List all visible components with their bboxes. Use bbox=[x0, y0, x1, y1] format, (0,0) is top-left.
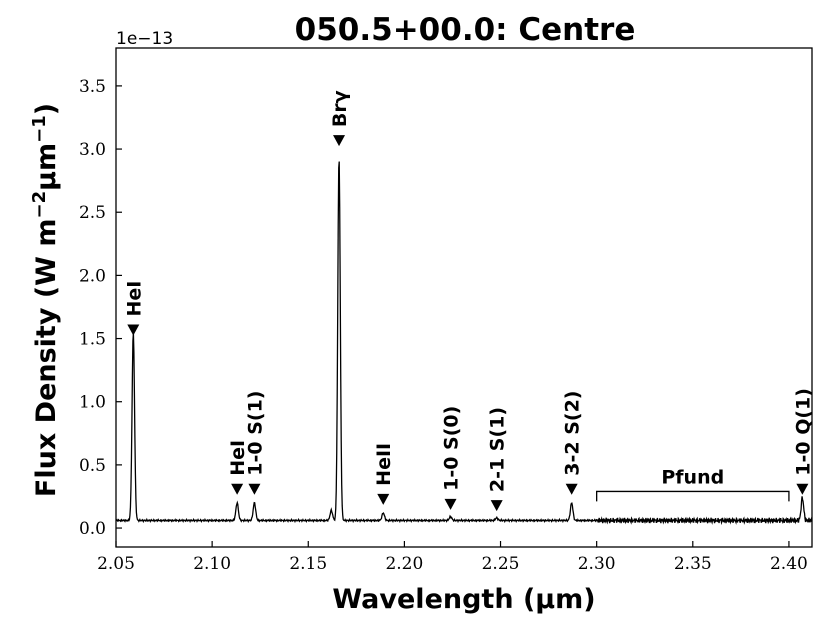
y-axis-label: Flux Density (W m−2μm−1) bbox=[29, 103, 63, 497]
x-tick-label: 2.20 bbox=[385, 554, 423, 574]
annotation-label: HeI bbox=[123, 281, 145, 317]
bracket-label: Pfund bbox=[661, 466, 724, 488]
y-tick-label: 1.0 bbox=[79, 393, 106, 413]
annotation-marker bbox=[333, 135, 346, 147]
annotation-label: 2-1 S(1) bbox=[487, 407, 509, 492]
annotation-label: 1-0 Q(1) bbox=[792, 388, 814, 476]
y-tick-label: 0.5 bbox=[79, 456, 106, 476]
x-tick-label: 2.10 bbox=[193, 554, 231, 574]
annotation-marker bbox=[231, 483, 244, 495]
spectrum-line bbox=[115, 161, 813, 526]
annotation-label: 1-0 S(1) bbox=[244, 391, 266, 476]
annotation-marker bbox=[565, 483, 578, 495]
x-tick-label: 2.35 bbox=[674, 554, 712, 574]
pfund-bracket: Pfund bbox=[596, 466, 790, 502]
y-tick-label: 2.0 bbox=[79, 266, 106, 286]
x-tick-label: 2.40 bbox=[770, 554, 808, 574]
bracket-line bbox=[596, 490, 790, 502]
annotation-label: HeI bbox=[227, 440, 249, 476]
line-annotation: Brγ bbox=[329, 90, 351, 147]
annotation-label: 1-0 S(0) bbox=[441, 406, 463, 491]
y-tick-label: 1.5 bbox=[79, 330, 106, 350]
annotation-marker bbox=[248, 483, 261, 495]
y-tick-label: 3.5 bbox=[79, 77, 106, 97]
y-tick-label: 2.5 bbox=[79, 203, 106, 223]
line-annotation: 1-0 S(1) bbox=[244, 391, 266, 495]
y-axis-offset-label: 1e−13 bbox=[116, 29, 173, 49]
annotation-marker bbox=[377, 493, 390, 505]
chart-title: 050.5+00.0: Centre bbox=[295, 12, 636, 48]
line-annotation: HeII bbox=[373, 443, 395, 505]
x-tick-label: 2.30 bbox=[578, 554, 616, 574]
annotation-marker bbox=[444, 498, 457, 510]
line-annotation: 2-1 S(1) bbox=[487, 407, 509, 512]
plot-frame bbox=[115, 47, 813, 548]
annotation-marker bbox=[796, 483, 809, 495]
annotation-label: HeII bbox=[373, 443, 395, 486]
annotation-marker bbox=[490, 500, 503, 512]
x-axis: 2.05 2.10 2.15 2.20 2.25 2.30 2.35 2.40 bbox=[97, 541, 808, 574]
line-annotation: 1-0 Q(1) bbox=[792, 388, 814, 495]
annotation-label: 3-2 S(2) bbox=[562, 391, 584, 476]
line-annotation: 1-0 S(0) bbox=[441, 406, 463, 510]
x-tick-label: 2.05 bbox=[97, 554, 135, 574]
y-tick-label: 3.0 bbox=[79, 140, 106, 160]
x-tick-label: 2.15 bbox=[289, 554, 327, 574]
x-axis-label: Wavelength (μm) bbox=[332, 584, 595, 615]
x-tick-label: 2.25 bbox=[482, 554, 520, 574]
y-axis: 0.0 0.5 1.0 1.5 2.0 2.5 3.0 3.5 bbox=[79, 77, 122, 539]
annotation-marker bbox=[127, 324, 140, 336]
annotation-label: Brγ bbox=[329, 90, 351, 127]
line-annotation: HeI bbox=[123, 281, 145, 336]
y-tick-label: 0.0 bbox=[79, 519, 106, 539]
line-annotation: HeI bbox=[227, 440, 249, 495]
line-annotation: 3-2 S(2) bbox=[562, 391, 584, 495]
